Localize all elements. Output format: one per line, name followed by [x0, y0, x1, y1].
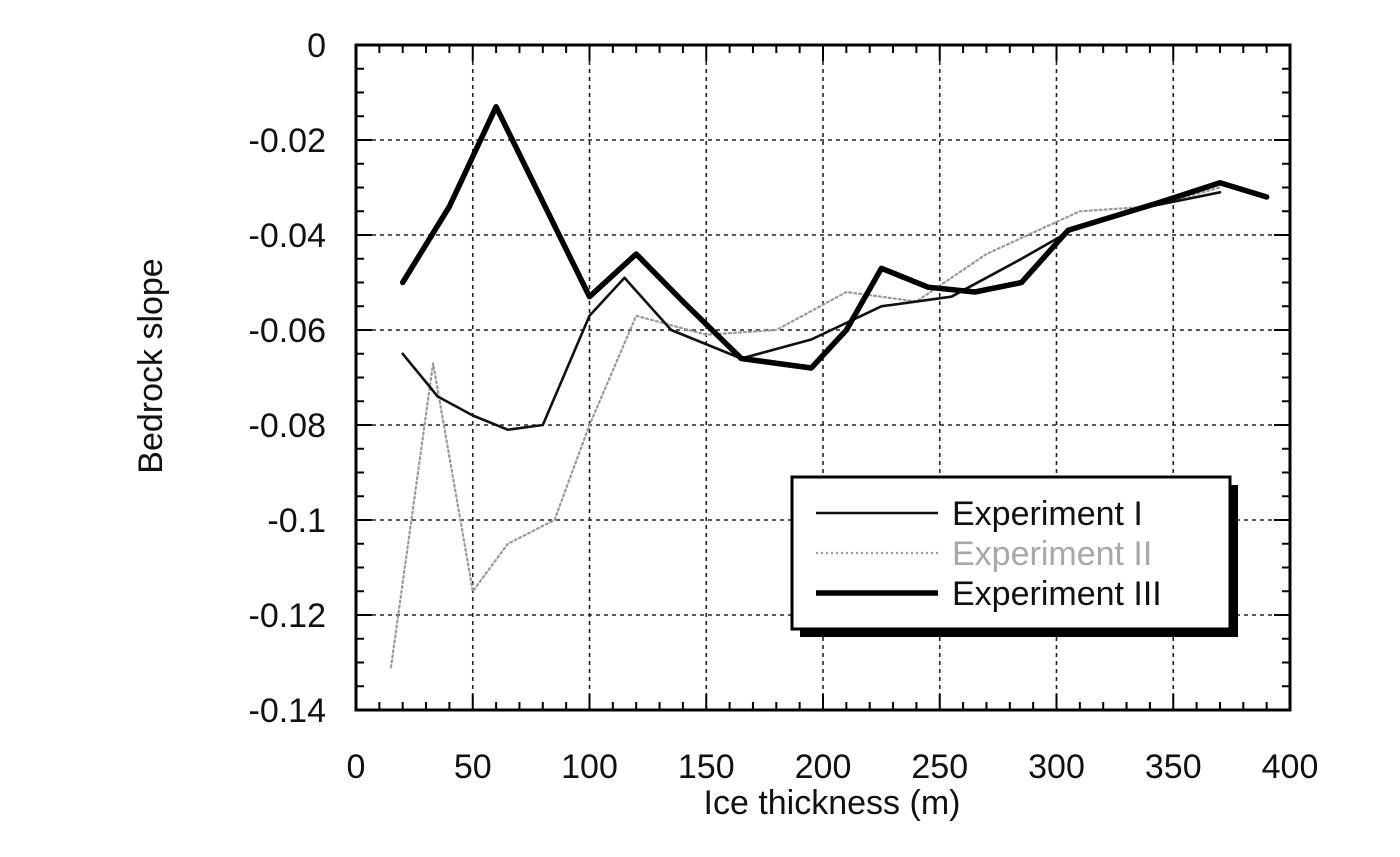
tick-labels: 0 50 100 150 200 250 300 350 400 0 -0.02 -0.04 -0.06…: [249, 27, 1319, 786]
y-tick-label: -0.02: [249, 122, 327, 160]
series-lines: [389, 104, 1270, 669]
series-line-experiment-i: [401, 191, 1222, 432]
x-tick-label: 300: [1028, 748, 1085, 786]
x-tick-label: 400: [1262, 748, 1319, 786]
y-tick-label: -0.12: [249, 597, 327, 635]
x-tick-label: 50: [454, 748, 492, 786]
y-tick-label: -0.06: [249, 312, 327, 350]
x-axis-title: Ice thickness (m): [704, 784, 961, 822]
series-line-experiment-iii: [399, 104, 1270, 371]
legend-label: Experiment III: [952, 575, 1162, 613]
x-tick-label: 350: [1145, 748, 1202, 786]
legend-box: [790, 475, 1232, 631]
x-tick-label: 0: [347, 748, 366, 786]
x-tick-label: 150: [678, 748, 735, 786]
y-tick-label: 0: [307, 27, 326, 65]
x-tick-label: 200: [795, 748, 852, 786]
x-tick-label: 100: [561, 748, 618, 786]
y-axis-title: Bedrock slope: [132, 258, 170, 473]
y-tick-label: -0.1: [267, 502, 326, 540]
series-line-experiment-ii: [389, 186, 1222, 669]
x-tick-label: 250: [911, 748, 968, 786]
axis-ticks: [356, 45, 1290, 710]
y-tick-label: -0.04: [249, 217, 327, 255]
legend-label: Experiment I: [952, 495, 1143, 533]
y-tick-label: -0.08: [249, 407, 327, 445]
legend-label: Experiment II: [952, 535, 1152, 573]
y-tick-label: -0.14: [249, 692, 327, 730]
